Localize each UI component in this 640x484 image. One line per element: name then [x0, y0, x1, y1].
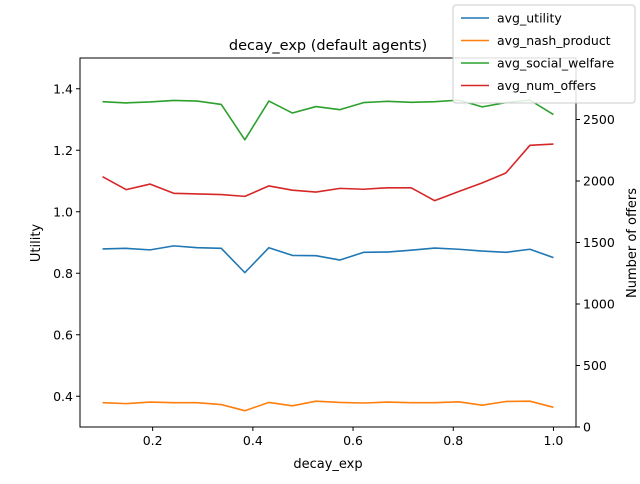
x-tick-label: 0.4: [243, 433, 263, 448]
y2-tick-label: 1500: [583, 235, 615, 250]
legend-label-avg-utility: avg_utility: [497, 11, 562, 26]
y2-axis-label: Number of offers: [625, 188, 640, 298]
y-tick-label: 0.6: [53, 327, 73, 342]
series-line-avg-nash-product: [102, 400, 554, 412]
y2-tick-label: 500: [583, 358, 607, 373]
y2-tick-label: 2000: [583, 174, 615, 189]
legend: avg_utility avg_nash_product avg_social_we…: [452, 4, 636, 104]
legend-label-avg-num-offers: avg_num_offers: [497, 78, 596, 93]
x-axis-label: decay_exp: [293, 457, 362, 472]
x-tick-label: 0.6: [343, 433, 363, 448]
legend-box: [452, 4, 636, 104]
y-axis-label: Utility: [29, 224, 44, 263]
y-tick-label: 1.2: [53, 143, 73, 158]
legend-label-avg-nash-product: avg_nash_product: [497, 33, 611, 48]
y2-tick-label: 1000: [583, 297, 615, 312]
y-tick-label: 1.4: [53, 81, 73, 96]
chart-title: decay_exp (default agents): [229, 38, 427, 54]
plot-frame: [79, 57, 577, 428]
series-line-avg-social-welfare: [102, 99, 554, 141]
y-tick-label: 1.0: [53, 204, 73, 219]
y2-tick-label: 2500: [583, 112, 615, 127]
legend-label-avg-social-welfare: avg_social_welfare: [497, 56, 614, 71]
x-tick-label: 0.8: [443, 433, 463, 448]
axes-layer: 0.2 0.4 0.6 0.8 1.0 0.4 0.6 0.8 1.0 1.2 1.4 0 500 100…: [53, 57, 615, 448]
series-line-avg-utility: [102, 245, 554, 274]
y-tick-label: 0.4: [53, 389, 73, 404]
series-layer: [102, 99, 554, 412]
series-line-avg-num-offers: [102, 143, 554, 202]
x-tick-label: 0.2: [143, 433, 163, 448]
x-tick-label: 1.0: [544, 433, 564, 448]
y-tick-label: 0.8: [53, 266, 73, 281]
y2-tick-label: 0: [583, 420, 591, 435]
